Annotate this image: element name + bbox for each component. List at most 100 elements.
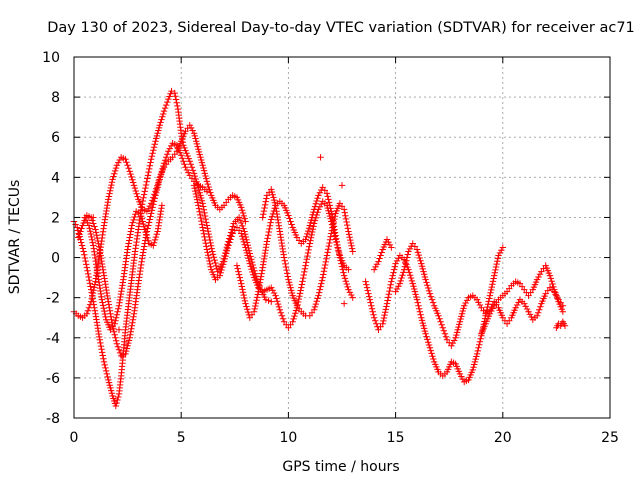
data-point bbox=[188, 124, 195, 132]
data-point bbox=[411, 288, 419, 295]
data-point bbox=[143, 208, 151, 215]
data-point bbox=[85, 273, 92, 281]
data-point bbox=[125, 337, 133, 344]
data-point bbox=[496, 249, 504, 257]
data-point bbox=[143, 178, 150, 185]
data-point bbox=[152, 233, 160, 241]
data-point bbox=[106, 307, 114, 314]
data-point bbox=[427, 293, 435, 300]
data-point bbox=[101, 310, 109, 318]
data-point bbox=[492, 263, 500, 271]
data-point bbox=[195, 186, 203, 194]
x-tick-label: 15 bbox=[387, 430, 405, 446]
data-point bbox=[109, 176, 116, 183]
data-point bbox=[325, 196, 332, 203]
data-point bbox=[285, 276, 292, 283]
data-point bbox=[383, 303, 390, 310]
data-point bbox=[115, 326, 123, 333]
data-point bbox=[286, 281, 294, 289]
data-point bbox=[345, 231, 353, 238]
data-point bbox=[102, 313, 109, 321]
y-tick-label: -4 bbox=[46, 331, 60, 347]
data-point bbox=[344, 283, 351, 291]
data-point bbox=[200, 164, 207, 172]
data-point bbox=[309, 228, 316, 236]
data-point bbox=[201, 209, 208, 217]
data-point bbox=[345, 286, 352, 293]
data-point bbox=[79, 245, 87, 252]
data-point bbox=[476, 341, 483, 348]
data-point bbox=[107, 310, 114, 317]
data-point bbox=[115, 159, 122, 166]
data-point bbox=[84, 267, 91, 274]
data-point bbox=[304, 227, 312, 235]
data-point bbox=[100, 358, 108, 366]
data-point bbox=[211, 256, 218, 264]
data-point bbox=[180, 142, 187, 149]
data-point bbox=[392, 260, 399, 267]
data-point bbox=[183, 150, 190, 157]
data-point bbox=[113, 311, 121, 318]
data-point bbox=[239, 289, 247, 296]
data-point bbox=[225, 242, 232, 249]
data-point bbox=[82, 216, 90, 224]
data-point bbox=[404, 251, 411, 258]
data-point bbox=[140, 246, 147, 253]
data-point bbox=[370, 266, 378, 273]
data-point bbox=[203, 222, 211, 229]
data-point bbox=[421, 327, 429, 335]
data-point bbox=[344, 225, 352, 232]
data-point bbox=[128, 325, 135, 332]
data-point bbox=[158, 168, 166, 175]
data-point bbox=[161, 104, 169, 112]
data-point bbox=[438, 321, 445, 328]
data-point bbox=[131, 184, 139, 192]
data-point bbox=[437, 318, 444, 325]
data-point bbox=[456, 321, 463, 328]
data-point bbox=[318, 277, 326, 284]
data-point bbox=[189, 167, 197, 174]
data-point bbox=[145, 219, 153, 226]
data-point bbox=[458, 310, 466, 317]
data-point bbox=[302, 259, 310, 266]
data-point bbox=[219, 263, 226, 271]
data-point bbox=[476, 338, 484, 345]
data-point bbox=[403, 254, 411, 261]
data-point bbox=[90, 214, 97, 221]
data-point bbox=[223, 247, 231, 255]
data-point bbox=[426, 290, 434, 297]
data-point bbox=[208, 245, 215, 252]
data-point bbox=[84, 307, 92, 314]
data-point bbox=[203, 243, 210, 250]
data-point bbox=[115, 346, 123, 354]
data-point bbox=[311, 203, 319, 210]
data-point bbox=[257, 276, 264, 283]
data-point bbox=[198, 221, 206, 228]
data-point bbox=[209, 248, 216, 255]
data-point bbox=[486, 310, 494, 317]
data-point bbox=[269, 191, 276, 198]
data-point bbox=[148, 207, 156, 214]
data-point bbox=[550, 283, 557, 291]
data-point bbox=[157, 173, 164, 180]
y-tick-labels: -8 -6 -4 -2 0 2 4 6 8 10 bbox=[42, 50, 60, 427]
data-point bbox=[491, 272, 498, 279]
data-point bbox=[139, 252, 146, 259]
data-point bbox=[299, 278, 306, 285]
data-point bbox=[381, 309, 389, 316]
data-point bbox=[561, 322, 569, 329]
data-point bbox=[112, 337, 120, 344]
data-point bbox=[409, 280, 416, 287]
data-point bbox=[83, 261, 90, 268]
data-point bbox=[428, 296, 436, 303]
data-point bbox=[547, 275, 555, 282]
data-point bbox=[150, 201, 157, 208]
data-point bbox=[381, 311, 388, 319]
data-point bbox=[261, 204, 268, 212]
data-point bbox=[143, 231, 150, 239]
data-point bbox=[309, 225, 317, 233]
data-point bbox=[201, 212, 209, 220]
data-point bbox=[347, 236, 354, 244]
data-point bbox=[316, 189, 324, 196]
data-point bbox=[130, 313, 137, 320]
